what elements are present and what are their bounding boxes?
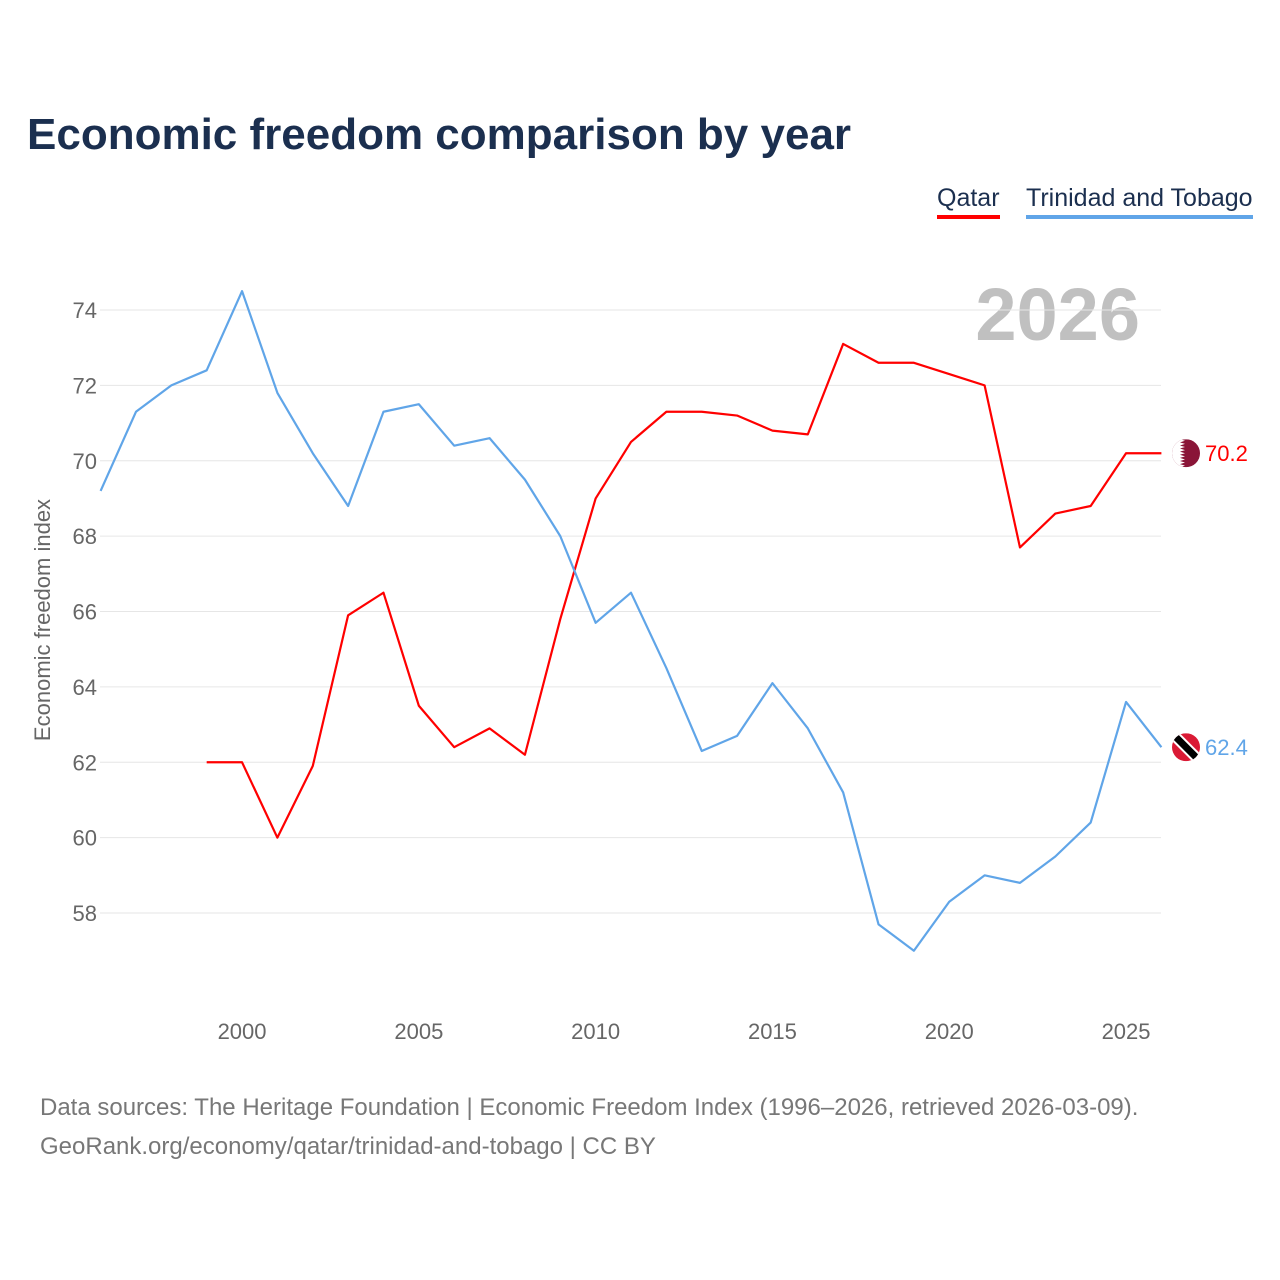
data-point[interactable] — [556, 615, 564, 623]
data-point[interactable] — [733, 732, 741, 740]
y-tick-label: 66 — [73, 600, 97, 625]
data-point[interactable] — [1157, 449, 1165, 457]
data-point[interactable] — [167, 381, 175, 389]
data-point[interactable] — [273, 389, 281, 397]
data-point[interactable] — [521, 751, 529, 759]
data-point[interactable] — [698, 408, 706, 416]
data-point[interactable] — [768, 427, 776, 435]
data-point[interactable] — [592, 494, 600, 502]
y-tick-label: 58 — [73, 901, 97, 926]
data-point[interactable] — [450, 743, 458, 751]
data-point[interactable] — [662, 408, 670, 416]
data-point[interactable] — [733, 412, 741, 420]
data-point[interactable] — [1157, 743, 1165, 751]
data-point[interactable] — [839, 340, 847, 348]
series-line-qatar[interactable] — [206, 342, 1162, 839]
legend-trinidad[interactable]: Trinidad and Tobago — [1026, 184, 1253, 219]
qatar-flag-icon — [1172, 439, 1200, 468]
data-point[interactable] — [1051, 853, 1059, 861]
data-point[interactable] — [450, 442, 458, 450]
data-point[interactable] — [1016, 879, 1024, 887]
data-point[interactable] — [981, 871, 989, 879]
data-point[interactable] — [309, 449, 317, 457]
data-point[interactable] — [768, 679, 776, 687]
data-point[interactable] — [238, 287, 246, 295]
data-point[interactable] — [486, 434, 494, 442]
y-tick-label: 68 — [73, 524, 97, 549]
data-point[interactable] — [627, 438, 635, 446]
x-tick-label: 2000 — [218, 1019, 267, 1044]
data-point[interactable] — [415, 400, 423, 408]
data-point[interactable] — [662, 664, 670, 672]
y-tick-label: 72 — [73, 373, 97, 398]
chart-title: Economic freedom comparison by year — [27, 110, 852, 159]
x-tick-label: 2005 — [394, 1019, 443, 1044]
data-point[interactable] — [344, 502, 352, 510]
data-point[interactable] — [945, 370, 953, 378]
data-point[interactable] — [415, 702, 423, 710]
data-point[interactable] — [627, 589, 635, 597]
y-axis-label: Economic freedom index — [30, 499, 55, 741]
data-point[interactable] — [1016, 543, 1024, 551]
source-line-1: Data sources: The Heritage Foundation | … — [40, 1094, 1139, 1121]
end-value-label: 62.4 — [1205, 735, 1248, 760]
y-tick-label: 60 — [73, 826, 97, 851]
data-point[interactable] — [698, 747, 706, 755]
data-point[interactable] — [521, 476, 529, 484]
data-point[interactable] — [1122, 449, 1130, 457]
y-tick-label: 70 — [73, 449, 97, 474]
data-point[interactable] — [556, 532, 564, 540]
y-tick-label: 74 — [73, 298, 97, 323]
year-watermark: 2026 — [975, 273, 1140, 356]
x-tick-label: 2015 — [748, 1019, 797, 1044]
data-point[interactable] — [592, 619, 600, 627]
data-point[interactable] — [910, 947, 918, 955]
data-point[interactable] — [875, 920, 883, 928]
x-tick-label: 2025 — [1102, 1019, 1151, 1044]
trinidad-flag-icon — [1172, 733, 1200, 762]
data-point[interactable] — [804, 430, 812, 438]
data-point[interactable] — [1122, 698, 1130, 706]
data-point[interactable] — [379, 408, 387, 416]
y-tick-label: 64 — [73, 675, 97, 700]
data-point[interactable] — [910, 359, 918, 367]
data-point[interactable] — [875, 359, 883, 367]
series-line-trinidad[interactable] — [99, 290, 1163, 952]
data-point[interactable] — [273, 834, 281, 842]
data-point[interactable] — [203, 366, 211, 374]
source-line-2: GeoRank.org/economy/qatar/trinidad-and-t… — [40, 1133, 656, 1160]
data-point[interactable] — [238, 758, 246, 766]
data-point[interactable] — [981, 381, 989, 389]
y-tick-label: 62 — [73, 750, 97, 775]
data-point[interactable] — [379, 589, 387, 597]
data-point[interactable] — [132, 408, 140, 416]
data-point[interactable] — [309, 762, 317, 770]
x-tick-label: 2020 — [925, 1019, 974, 1044]
data-point[interactable] — [486, 724, 494, 732]
source-note: Data sources: The Heritage Foundation | … — [40, 1088, 1138, 1166]
legend-qatar[interactable]: Qatar — [937, 184, 1000, 219]
data-point[interactable] — [203, 758, 211, 766]
x-tick-label: 2010 — [571, 1019, 620, 1044]
end-value-label: 70.2 — [1205, 441, 1248, 466]
data-point[interactable] — [1087, 502, 1095, 510]
data-point[interactable] — [1051, 510, 1059, 518]
data-point[interactable] — [344, 611, 352, 619]
data-point[interactable] — [804, 724, 812, 732]
data-point[interactable] — [97, 487, 105, 495]
data-point[interactable] — [839, 788, 847, 796]
data-point[interactable] — [945, 898, 953, 906]
data-point[interactable] — [1087, 819, 1095, 827]
